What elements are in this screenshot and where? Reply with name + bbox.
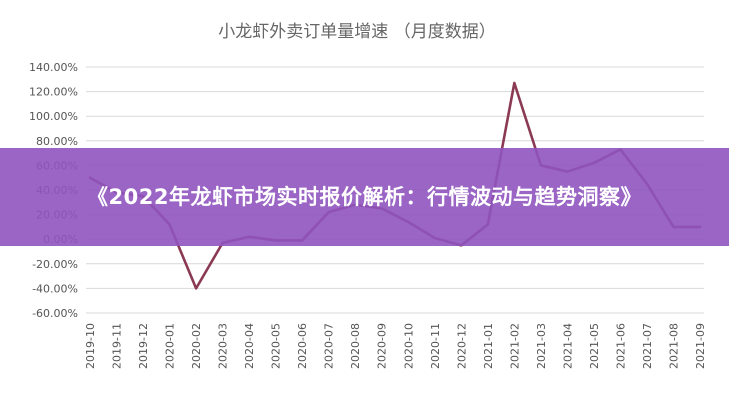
title-banner: 《2022年龙虾市场实时报价解析：行情波动与趋势洞察》 <box>0 148 729 246</box>
x-tick-label: 2021-03 <box>535 323 548 369</box>
x-tick-label: 2020-09 <box>376 323 389 369</box>
y-tick-label: -40.00% <box>32 282 78 295</box>
y-tick-label: -20.00% <box>32 258 78 271</box>
x-tick-label: 2021-09 <box>694 323 707 369</box>
y-tick-label: 120.00% <box>29 86 78 99</box>
x-tick-label: 2020-06 <box>296 323 309 369</box>
x-tick-label: 2020-01 <box>164 323 177 369</box>
x-tick-label: 2021-04 <box>561 323 574 369</box>
x-tick-label: 2020-03 <box>217 323 230 369</box>
banner-title: 《2022年龙虾市场实时报价解析：行情波动与趋势洞察》 <box>87 185 642 209</box>
y-tick-label: 140.00% <box>29 61 78 74</box>
x-tick-label: 2020-02 <box>190 323 203 369</box>
x-tick-label: 2020-10 <box>402 323 415 369</box>
x-tick-label: 2020-07 <box>323 323 336 369</box>
x-tick-label: 2021-05 <box>588 323 601 369</box>
x-tick-label: 2020-04 <box>243 323 256 369</box>
x-tick-label: 2020-12 <box>455 323 468 369</box>
x-tick-label: 2019-12 <box>137 323 150 369</box>
x-tick-label: 2021-02 <box>508 323 521 369</box>
y-tick-label: -60.00% <box>32 307 78 320</box>
x-axis-ticks: 2019-10 2019-11 2019-12 2020-01 2020-02 2020-… <box>84 323 707 369</box>
chart-title: 小龙虾外卖订单量增速 （月度数据） <box>218 22 495 42</box>
x-tick-label: 2021-06 <box>614 323 627 369</box>
x-tick-label: 2020-08 <box>349 323 362 369</box>
x-tick-label: 2021-01 <box>482 323 495 369</box>
x-tick-label: 2021-08 <box>667 323 680 369</box>
y-tick-label: 100.00% <box>29 110 78 123</box>
x-tick-label: 2019-11 <box>111 323 124 369</box>
x-tick-label: 2019-10 <box>84 323 97 369</box>
x-tick-label: 2021-07 <box>641 323 654 369</box>
x-tick-label: 2020-11 <box>429 323 442 369</box>
y-tick-label: 80.00% <box>36 135 78 148</box>
x-tick-label: 2020-05 <box>270 323 283 369</box>
